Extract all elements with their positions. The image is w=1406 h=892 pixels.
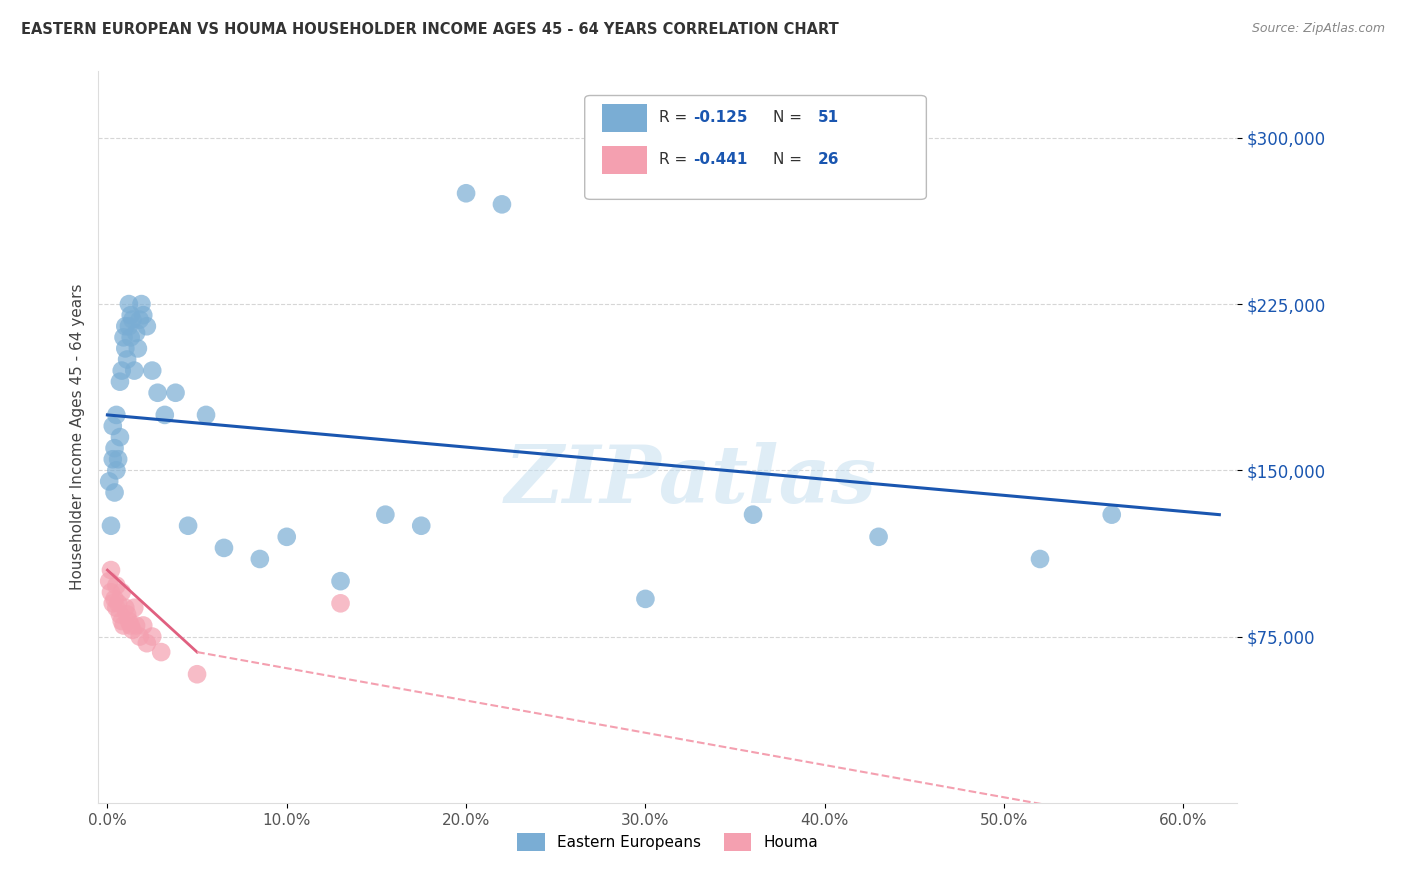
Point: [124, 600, 146, 615]
Point: [131, 297, 153, 311]
Point: [135, 636, 157, 650]
Point: [868, 530, 890, 544]
Point: [115, 607, 138, 622]
Point: [105, 578, 128, 592]
FancyBboxPatch shape: [602, 146, 647, 174]
Point: [108, 375, 131, 389]
Point: [114, 600, 136, 615]
Point: [121, 312, 143, 326]
Text: R =: R =: [659, 110, 692, 125]
Point: [141, 363, 163, 377]
Point: [125, 618, 148, 632]
Point: [114, 319, 136, 334]
Text: ZIPatlas: ZIPatlas: [505, 442, 877, 520]
Point: [146, 385, 169, 400]
Point: [121, 623, 143, 637]
Text: EASTERN EUROPEAN VS HOUMA HOUSEHOLDER INCOME AGES 45 - 64 YEARS CORRELATION CHAR: EASTERN EUROPEAN VS HOUMA HOUSEHOLDER IN…: [21, 22, 839, 37]
Text: N =: N =: [773, 152, 807, 167]
Point: [100, 563, 122, 577]
Point: [100, 518, 122, 533]
Point: [1101, 508, 1123, 522]
Point: [165, 385, 187, 400]
Point: [111, 614, 134, 628]
Text: -0.125: -0.125: [693, 110, 748, 125]
Text: 26: 26: [818, 152, 839, 167]
Point: [276, 530, 298, 544]
Text: Source: ZipAtlas.com: Source: ZipAtlas.com: [1251, 22, 1385, 36]
Point: [153, 408, 176, 422]
Point: [329, 574, 352, 589]
Point: [329, 596, 352, 610]
Point: [118, 614, 141, 628]
Point: [135, 319, 157, 334]
Text: R =: R =: [659, 152, 692, 167]
Point: [98, 475, 121, 489]
Point: [132, 618, 155, 632]
Point: [1029, 552, 1052, 566]
Point: [108, 430, 131, 444]
Legend: Eastern Europeans, Houma: Eastern Europeans, Houma: [512, 827, 824, 857]
Y-axis label: Householder Income Ages 45 - 64 years: Householder Income Ages 45 - 64 years: [69, 284, 84, 591]
Point: [127, 342, 149, 356]
Point: [132, 308, 155, 322]
Point: [177, 518, 200, 533]
Text: 51: 51: [818, 110, 839, 125]
Point: [111, 363, 134, 377]
Point: [742, 508, 765, 522]
Point: [186, 667, 208, 681]
Point: [103, 441, 125, 455]
Point: [374, 508, 396, 522]
Point: [249, 552, 271, 566]
Point: [103, 591, 125, 606]
Text: N =: N =: [773, 110, 807, 125]
Point: [141, 630, 163, 644]
Point: [100, 585, 122, 599]
Point: [120, 618, 142, 632]
Text: -0.441: -0.441: [693, 152, 747, 167]
FancyBboxPatch shape: [585, 95, 927, 200]
Point: [118, 297, 141, 311]
Point: [454, 186, 477, 201]
Point: [112, 618, 135, 632]
Point: [105, 408, 128, 422]
Point: [118, 319, 141, 334]
Point: [111, 585, 134, 599]
Point: [150, 645, 173, 659]
Point: [128, 630, 150, 644]
Point: [125, 326, 148, 340]
Point: [120, 308, 142, 322]
Point: [411, 518, 433, 533]
Point: [195, 408, 218, 422]
Point: [114, 342, 136, 356]
Point: [491, 197, 513, 211]
Point: [98, 574, 121, 589]
Point: [124, 363, 146, 377]
Point: [105, 600, 128, 615]
Point: [634, 591, 657, 606]
Point: [101, 419, 124, 434]
Point: [103, 485, 125, 500]
Point: [112, 330, 135, 344]
Point: [101, 452, 124, 467]
Point: [115, 352, 138, 367]
Point: [120, 330, 142, 344]
Point: [105, 463, 128, 477]
FancyBboxPatch shape: [602, 104, 647, 132]
Point: [212, 541, 235, 555]
Point: [108, 607, 131, 622]
Point: [107, 596, 129, 610]
Point: [107, 452, 129, 467]
Point: [101, 596, 124, 610]
Point: [128, 312, 150, 326]
